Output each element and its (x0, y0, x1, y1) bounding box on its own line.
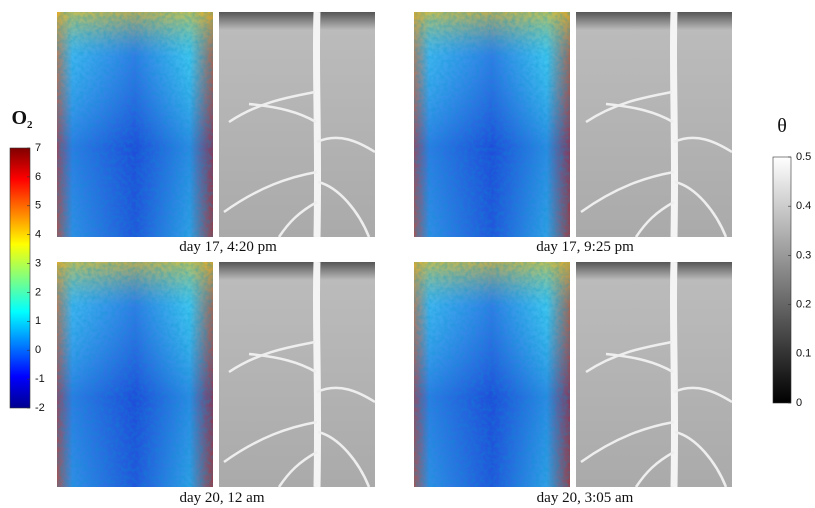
water-image (576, 262, 732, 487)
water-image (219, 12, 375, 237)
colorbar-tick-label: 0 (796, 397, 802, 409)
panel-caption: day 20, 12 am (180, 490, 265, 506)
colorbar-tick-label: 2 (35, 286, 41, 298)
o2-image-noise (57, 12, 213, 237)
o2-colorbar (9, 147, 31, 409)
colorbar-tick-label: 4 (35, 229, 41, 241)
colorbar-tick-label: 0.4 (796, 200, 811, 212)
colorbar-tick-label: 6 (35, 171, 41, 183)
o2-label: O2 (11, 107, 33, 131)
colorbar-tick-label: 0.2 (796, 299, 811, 311)
colorbar-tick-label: 0.1 (796, 348, 811, 360)
colorbar-tick-label: 0.5 (796, 151, 811, 163)
panel-caption: day 20, 3:05 am (537, 490, 634, 506)
o2-label-sub: 2 (27, 119, 33, 131)
colorbar-tick-label: -1 (35, 373, 45, 385)
theta-label: θ (777, 115, 787, 137)
water-image (219, 262, 375, 487)
panel-caption: day 17, 9:25 pm (536, 239, 634, 255)
o2-image-noise (57, 262, 213, 487)
colorbar-tick-label: 3 (35, 257, 41, 269)
colorbar-tick-label: 5 (35, 200, 41, 212)
colorbar-tick-label: 1 (35, 315, 41, 327)
colorbar-tick-label: 0 (35, 344, 41, 356)
water-image (576, 12, 732, 237)
colorbar-tick-label: 0.3 (796, 249, 811, 261)
colorbar-tick-label: 7 (35, 142, 41, 154)
colorbar-tick-label: -2 (35, 402, 45, 414)
o2-image-noise (414, 262, 570, 487)
panel-caption: day 17, 4:20 pm (179, 239, 277, 255)
o2-label-main: O (11, 107, 27, 129)
theta-colorbar (772, 156, 792, 404)
o2-image-noise (414, 12, 570, 237)
